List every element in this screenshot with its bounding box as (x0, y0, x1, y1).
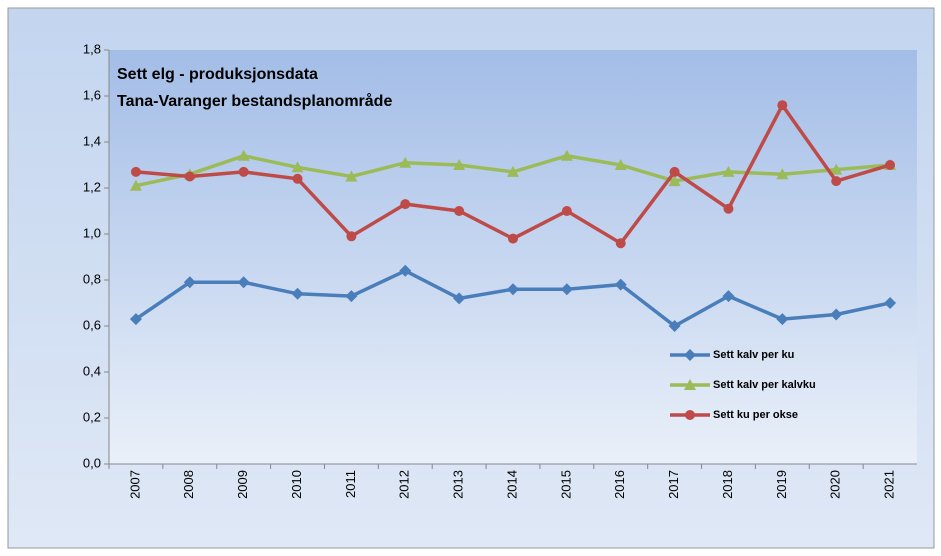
y-tick-label: 1,2 (83, 179, 101, 194)
data-point (183, 276, 196, 289)
data-point (777, 100, 788, 111)
y-tick-label: 0,8 (83, 271, 101, 286)
data-point (884, 297, 897, 309)
x-tick-label: 2012 (397, 470, 412, 499)
data-point (614, 278, 627, 291)
data-point (400, 199, 411, 210)
data-point (346, 231, 357, 242)
data-point (237, 276, 250, 289)
data-point (345, 170, 358, 182)
x-tick-label: 2007 (127, 470, 142, 499)
x-tick-label: 2010 (289, 470, 304, 499)
x-tick-label: 2016 (612, 470, 627, 499)
data-point (614, 159, 627, 170)
data-point (722, 290, 735, 303)
data-point (830, 308, 843, 321)
data-point (560, 149, 573, 161)
x-tick-label: 2013 (451, 470, 466, 499)
chart-title: Sett elg - produksjonsdata (117, 66, 318, 83)
data-point (399, 264, 412, 277)
x-tick-label: 2019 (774, 470, 789, 499)
data-point (184, 171, 195, 182)
x-tick-label: 2017 (666, 470, 681, 499)
x-tick-label: 2020 (828, 470, 843, 499)
y-tick-label: 1,0 (83, 225, 101, 240)
data-point (831, 176, 842, 187)
data-point (722, 165, 735, 177)
data-point (723, 203, 734, 214)
y-tick-label: 0,6 (83, 317, 101, 332)
data-point (560, 283, 573, 296)
data-point (129, 179, 142, 191)
y-tick-label: 0,2 (83, 409, 101, 424)
chart-title: Tana-Varanger bestandsplanområde (117, 92, 392, 110)
data-point (291, 287, 304, 300)
data-point (615, 238, 626, 249)
x-tick-label: 2009 (235, 470, 250, 499)
y-tick-label: 0,4 (83, 363, 101, 378)
data-point (668, 175, 681, 187)
data-point (507, 165, 519, 177)
legend-label: Sett kalv per ku (713, 349, 794, 361)
data-point (776, 168, 789, 180)
data-point (237, 149, 250, 161)
x-tick-label: 2014 (504, 470, 519, 499)
data-point (454, 206, 465, 216)
plot-area (109, 50, 917, 464)
legend-label: Sett kalv per kalvku (713, 379, 816, 391)
data-point (453, 159, 466, 170)
data-point (292, 173, 303, 184)
legend-marker (684, 349, 696, 361)
data-point (669, 166, 680, 177)
y-tick-label: 1,8 (83, 41, 101, 56)
legend-marker (685, 410, 695, 420)
data-point (668, 320, 681, 332)
data-point (238, 166, 249, 177)
legend-label: Sett ku per okse (713, 409, 798, 421)
x-tick-label: 2008 (181, 470, 196, 499)
data-point (345, 290, 358, 303)
data-point (776, 313, 789, 326)
data-point (885, 160, 896, 170)
data-point (130, 166, 141, 177)
data-point (507, 283, 519, 296)
y-tick-label: 1,6 (83, 87, 101, 102)
x-tick-label: 2018 (720, 470, 735, 499)
data-point (508, 233, 518, 244)
x-tick-label: 2021 (882, 470, 897, 499)
y-tick-label: 0,0 (83, 455, 101, 470)
data-point (453, 292, 466, 305)
data-point (129, 313, 142, 326)
y-tick-label: 1,4 (83, 133, 101, 148)
data-point (291, 161, 304, 173)
legend-marker (684, 379, 696, 390)
x-tick-label: 2015 (558, 470, 573, 499)
data-point (830, 163, 843, 175)
data-point (561, 206, 572, 216)
data-point (399, 156, 412, 168)
x-tick-label: 2011 (343, 470, 358, 498)
